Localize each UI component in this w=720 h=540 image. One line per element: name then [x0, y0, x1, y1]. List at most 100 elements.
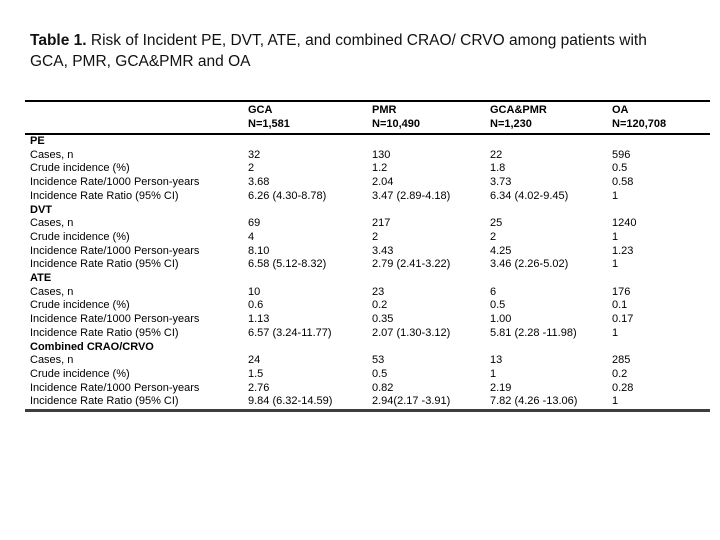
value-cell: 1 — [612, 230, 619, 243]
value-cell: 32 — [248, 148, 261, 161]
table-row: Crude incidence (%) 4 2 2 1 — [25, 231, 710, 245]
table-row: Incidence Rate/1000 Person-years 1.13 0.35… — [25, 313, 710, 327]
table-caption-line2: GCA, PMR, GCA&PMR and OA — [30, 53, 251, 70]
value-cell: 24 — [248, 354, 261, 367]
value-cell: 0.82 — [372, 381, 394, 394]
value-cell: 0.5 — [490, 299, 506, 312]
row-label: Incidence Rate Ratio (95% CI) — [30, 326, 179, 339]
value-cell: 23 — [372, 285, 385, 298]
value-cell: 6.57 (3.24-11.77) — [248, 326, 332, 339]
value-cell: 1 — [612, 189, 619, 202]
column-n: N=120,708 — [612, 118, 667, 130]
column-name: GCA — [248, 104, 273, 116]
value-cell: 130 — [372, 148, 391, 161]
row-label: Incidence Rate/1000 Person-years — [30, 381, 200, 394]
value-cell: 1 — [612, 395, 710, 413]
value-cell: 176 — [612, 285, 631, 298]
value-cell: 1 — [490, 367, 497, 380]
value-cell: 10 — [248, 285, 261, 298]
table-row: Cases, n 32 130 22 596 — [25, 149, 710, 163]
value-cell: 9.84 (6.32-14.59) — [248, 395, 372, 413]
value-cell: 0.1 — [612, 299, 628, 312]
value-cell: 3.46 (2.26-5.02) — [490, 258, 569, 271]
value-cell: 1.23 — [612, 244, 634, 257]
table-row: Incidence Rate Ratio (95% CI) 9.84 (6.32-… — [25, 395, 710, 413]
value-cell: 2.19 — [490, 381, 512, 394]
table-body: PE Cases, n 32 130 22 596 Crude incidence (%) 2… — [25, 134, 710, 413]
value-cell: 0.6 — [248, 299, 264, 312]
table-caption-label: Table 1. — [30, 32, 87, 49]
value-cell: 2 — [490, 230, 497, 243]
value-cell: 3.73 — [490, 176, 512, 189]
row-label: Incidence Rate/1000 Person-years — [30, 176, 200, 189]
value-cell: 6.34 (4.02-9.45) — [490, 189, 569, 202]
table-row: Incidence Rate/1000 Person-years 8.10 3.43… — [25, 245, 710, 259]
value-cell: 217 — [372, 217, 391, 230]
value-cell: 0.58 — [612, 176, 634, 189]
value-cell: 2.04 — [372, 176, 394, 189]
value-cell: 2 — [372, 230, 379, 243]
column-n: N=1,230 — [490, 118, 532, 130]
results-table: GCA N=1,581 PMR N=10,490 GCA&PMR N=1,230… — [25, 100, 710, 413]
section-title: ATE — [30, 272, 52, 285]
section-title: Combined CRAO/CRVO — [30, 340, 154, 353]
table-row: Incidence Rate/1000 Person-years 2.76 0.82… — [25, 382, 710, 396]
value-cell: 5.81 (2.28 -11.98) — [490, 326, 577, 339]
table-caption: Table 1. Risk of Incident PE, DVT, ATE, … — [30, 30, 690, 72]
value-cell: 6.26 (4.30-8.78) — [248, 189, 327, 202]
row-label: Cases, n — [30, 148, 74, 161]
header-cell-pmr: PMR N=10,490 — [372, 100, 490, 135]
value-cell: 2 — [248, 162, 255, 175]
value-cell: 1.13 — [248, 313, 270, 326]
row-label: Crude incidence (%) — [30, 367, 130, 380]
row-label: Incidence Rate Ratio (95% CI) — [25, 395, 248, 413]
value-cell: 2.94(2.17 -3.91) — [372, 395, 490, 413]
column-name: GCA&PMR — [490, 104, 547, 116]
row-label: Cases, n — [30, 354, 74, 367]
value-cell: 3.47 (2.89-4.18) — [372, 189, 451, 202]
column-n: N=10,490 — [372, 118, 421, 130]
value-cell: 13 — [490, 354, 503, 367]
value-cell: 2.79 (2.41-3.22) — [372, 258, 451, 271]
section-header-row: PE — [25, 134, 710, 149]
section-title: DVT — [30, 203, 52, 216]
table-row: Crude incidence (%) 0.6 0.2 0.5 0.1 — [25, 299, 710, 313]
table-caption-line1: Risk of Incident PE, DVT, ATE, and combi… — [90, 32, 647, 49]
value-cell: 69 — [248, 217, 261, 230]
table-row: Crude incidence (%) 1.5 0.5 1 0.2 — [25, 368, 710, 382]
value-cell: 1 — [612, 258, 619, 271]
value-cell: 285 — [612, 354, 631, 367]
column-n: N=1,581 — [248, 118, 290, 130]
header-cell-empty — [25, 100, 248, 135]
row-label: Incidence Rate Ratio (95% CI) — [30, 189, 179, 202]
row-label: Crude incidence (%) — [30, 299, 130, 312]
column-name: OA — [612, 104, 629, 116]
row-label: Incidence Rate/1000 Person-years — [30, 313, 200, 326]
value-cell: 1.2 — [372, 162, 388, 175]
table-row: Cases, n 69 217 25 1240 — [25, 217, 710, 231]
value-cell: 22 — [490, 148, 503, 161]
table-row: Incidence Rate Ratio (95% CI) 6.57 (3.24-… — [25, 327, 710, 341]
value-cell: 2.07 (1.30-3.12) — [372, 326, 451, 339]
section-header-row: Combined CRAO/CRVO — [25, 341, 710, 355]
value-cell: 4.25 — [490, 244, 512, 257]
section-header-row: ATE — [25, 272, 710, 286]
value-cell: 2.76 — [248, 381, 270, 394]
column-name: PMR — [372, 104, 397, 116]
value-cell: 596 — [612, 148, 631, 161]
value-cell: 25 — [490, 217, 503, 230]
row-label: Incidence Rate/1000 Person-years — [30, 244, 200, 257]
value-cell: 0.17 — [612, 313, 634, 326]
value-cell: 0.2 — [372, 299, 388, 312]
value-cell: 1 — [612, 326, 619, 339]
table-row: Cases, n 10 23 6 176 — [25, 286, 710, 300]
value-cell: 3.43 — [372, 244, 394, 257]
value-cell: 8.10 — [248, 244, 270, 257]
value-cell: 1.5 — [248, 367, 264, 380]
value-cell: 0.28 — [612, 381, 634, 394]
value-cell: 7.82 (4.26 -13.06) — [490, 395, 612, 413]
table-row: Cases, n 24 53 13 285 — [25, 354, 710, 368]
row-label: Cases, n — [30, 285, 74, 298]
section-header-row: DVT — [25, 204, 710, 218]
